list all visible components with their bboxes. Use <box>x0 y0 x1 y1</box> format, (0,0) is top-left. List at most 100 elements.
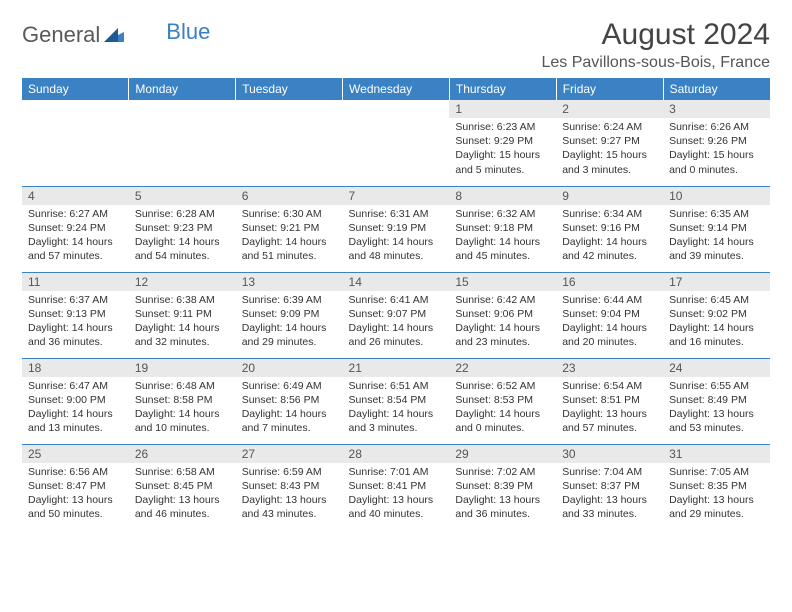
calendar-cell: 25Sunrise: 6:56 AMSunset: 8:47 PMDayligh… <box>22 444 129 530</box>
day-details: Sunrise: 7:01 AMSunset: 8:41 PMDaylight:… <box>343 463 450 526</box>
month-title: August 2024 <box>541 18 770 52</box>
day-number: 18 <box>22 359 129 377</box>
brand-part1: General <box>22 22 100 48</box>
day-number: 20 <box>236 359 343 377</box>
weekday-friday: Friday <box>556 78 663 100</box>
calendar-cell <box>22 100 129 186</box>
day-number: 6 <box>236 187 343 205</box>
day-details: Sunrise: 6:42 AMSunset: 9:06 PMDaylight:… <box>449 291 556 354</box>
day-number: 16 <box>556 273 663 291</box>
calendar-cell: 26Sunrise: 6:58 AMSunset: 8:45 PMDayligh… <box>129 444 236 530</box>
calendar-week: 4Sunrise: 6:27 AMSunset: 9:24 PMDaylight… <box>22 186 770 272</box>
calendar-cell: 31Sunrise: 7:05 AMSunset: 8:35 PMDayligh… <box>663 444 770 530</box>
day-number: 5 <box>129 187 236 205</box>
day-details: Sunrise: 6:39 AMSunset: 9:09 PMDaylight:… <box>236 291 343 354</box>
day-details: Sunrise: 6:32 AMSunset: 9:18 PMDaylight:… <box>449 205 556 268</box>
day-number: 19 <box>129 359 236 377</box>
day-number: 29 <box>449 445 556 463</box>
calendar-cell: 21Sunrise: 6:51 AMSunset: 8:54 PMDayligh… <box>343 358 450 444</box>
day-number: 2 <box>556 100 663 118</box>
calendar-cell: 13Sunrise: 6:39 AMSunset: 9:09 PMDayligh… <box>236 272 343 358</box>
day-number: 11 <box>22 273 129 291</box>
title-block: August 2024 Les Pavillons-sous-Bois, Fra… <box>541 18 770 72</box>
calendar-cell: 9Sunrise: 6:34 AMSunset: 9:16 PMDaylight… <box>556 186 663 272</box>
day-details: Sunrise: 6:51 AMSunset: 8:54 PMDaylight:… <box>343 377 450 440</box>
weekday-monday: Monday <box>129 78 236 100</box>
day-number: 14 <box>343 273 450 291</box>
calendar-cell: 20Sunrise: 6:49 AMSunset: 8:56 PMDayligh… <box>236 358 343 444</box>
day-number: 22 <box>449 359 556 377</box>
day-details: Sunrise: 6:30 AMSunset: 9:21 PMDaylight:… <box>236 205 343 268</box>
calendar-cell: 2Sunrise: 6:24 AMSunset: 9:27 PMDaylight… <box>556 100 663 186</box>
calendar-cell: 12Sunrise: 6:38 AMSunset: 9:11 PMDayligh… <box>129 272 236 358</box>
day-details: Sunrise: 7:04 AMSunset: 8:37 PMDaylight:… <box>556 463 663 526</box>
weekday-thursday: Thursday <box>449 78 556 100</box>
day-details: Sunrise: 6:31 AMSunset: 9:19 PMDaylight:… <box>343 205 450 268</box>
day-details: Sunrise: 6:24 AMSunset: 9:27 PMDaylight:… <box>556 118 663 181</box>
calendar-cell: 27Sunrise: 6:59 AMSunset: 8:43 PMDayligh… <box>236 444 343 530</box>
calendar-cell: 16Sunrise: 6:44 AMSunset: 9:04 PMDayligh… <box>556 272 663 358</box>
day-number: 3 <box>663 100 770 118</box>
calendar-cell: 1Sunrise: 6:23 AMSunset: 9:29 PMDaylight… <box>449 100 556 186</box>
day-details: Sunrise: 6:23 AMSunset: 9:29 PMDaylight:… <box>449 118 556 181</box>
brand-icon <box>104 22 124 48</box>
day-number: 17 <box>663 273 770 291</box>
calendar-cell: 23Sunrise: 6:54 AMSunset: 8:51 PMDayligh… <box>556 358 663 444</box>
calendar-week: 25Sunrise: 6:56 AMSunset: 8:47 PMDayligh… <box>22 444 770 530</box>
day-details: Sunrise: 6:48 AMSunset: 8:58 PMDaylight:… <box>129 377 236 440</box>
day-details: Sunrise: 6:58 AMSunset: 8:45 PMDaylight:… <box>129 463 236 526</box>
weekday-sunday: Sunday <box>22 78 129 100</box>
calendar-cell: 17Sunrise: 6:45 AMSunset: 9:02 PMDayligh… <box>663 272 770 358</box>
brand-part2: Blue <box>166 19 210 45</box>
day-details: Sunrise: 6:26 AMSunset: 9:26 PMDaylight:… <box>663 118 770 181</box>
day-number: 15 <box>449 273 556 291</box>
calendar-week: 18Sunrise: 6:47 AMSunset: 9:00 PMDayligh… <box>22 358 770 444</box>
calendar-cell: 3Sunrise: 6:26 AMSunset: 9:26 PMDaylight… <box>663 100 770 186</box>
calendar-cell: 7Sunrise: 6:31 AMSunset: 9:19 PMDaylight… <box>343 186 450 272</box>
calendar-cell <box>343 100 450 186</box>
day-details: Sunrise: 6:45 AMSunset: 9:02 PMDaylight:… <box>663 291 770 354</box>
day-details: Sunrise: 6:27 AMSunset: 9:24 PMDaylight:… <box>22 205 129 268</box>
brand-logo: General Blue <box>22 18 210 48</box>
day-details: Sunrise: 7:02 AMSunset: 8:39 PMDaylight:… <box>449 463 556 526</box>
day-number: 31 <box>663 445 770 463</box>
day-number: 23 <box>556 359 663 377</box>
calendar-cell: 4Sunrise: 6:27 AMSunset: 9:24 PMDaylight… <box>22 186 129 272</box>
calendar-cell: 19Sunrise: 6:48 AMSunset: 8:58 PMDayligh… <box>129 358 236 444</box>
day-details: Sunrise: 6:47 AMSunset: 9:00 PMDaylight:… <box>22 377 129 440</box>
calendar-cell: 29Sunrise: 7:02 AMSunset: 8:39 PMDayligh… <box>449 444 556 530</box>
day-number: 12 <box>129 273 236 291</box>
day-number: 8 <box>449 187 556 205</box>
weekday-saturday: Saturday <box>663 78 770 100</box>
day-number: 25 <box>22 445 129 463</box>
day-number: 30 <box>556 445 663 463</box>
day-number: 24 <box>663 359 770 377</box>
calendar-cell: 15Sunrise: 6:42 AMSunset: 9:06 PMDayligh… <box>449 272 556 358</box>
location-label: Les Pavillons-sous-Bois, France <box>541 54 770 72</box>
day-number: 13 <box>236 273 343 291</box>
calendar-cell: 11Sunrise: 6:37 AMSunset: 9:13 PMDayligh… <box>22 272 129 358</box>
day-details: Sunrise: 6:44 AMSunset: 9:04 PMDaylight:… <box>556 291 663 354</box>
calendar-cell: 8Sunrise: 6:32 AMSunset: 9:18 PMDaylight… <box>449 186 556 272</box>
day-number: 21 <box>343 359 450 377</box>
day-details: Sunrise: 6:49 AMSunset: 8:56 PMDaylight:… <box>236 377 343 440</box>
calendar-week: 1Sunrise: 6:23 AMSunset: 9:29 PMDaylight… <box>22 100 770 186</box>
day-details: Sunrise: 6:35 AMSunset: 9:14 PMDaylight:… <box>663 205 770 268</box>
day-details: Sunrise: 6:28 AMSunset: 9:23 PMDaylight:… <box>129 205 236 268</box>
calendar-body: 1Sunrise: 6:23 AMSunset: 9:29 PMDaylight… <box>22 100 770 530</box>
page-header: General Blue August 2024 Les Pavillons-s… <box>22 18 770 72</box>
calendar-cell: 24Sunrise: 6:55 AMSunset: 8:49 PMDayligh… <box>663 358 770 444</box>
day-number: 9 <box>556 187 663 205</box>
calendar-table: SundayMondayTuesdayWednesdayThursdayFrid… <box>22 78 770 530</box>
calendar-cell: 18Sunrise: 6:47 AMSunset: 9:00 PMDayligh… <box>22 358 129 444</box>
day-number: 7 <box>343 187 450 205</box>
day-number: 1 <box>449 100 556 118</box>
weekday-tuesday: Tuesday <box>236 78 343 100</box>
day-number: 27 <box>236 445 343 463</box>
calendar-week: 11Sunrise: 6:37 AMSunset: 9:13 PMDayligh… <box>22 272 770 358</box>
day-number: 26 <box>129 445 236 463</box>
day-details: Sunrise: 6:55 AMSunset: 8:49 PMDaylight:… <box>663 377 770 440</box>
day-details: Sunrise: 7:05 AMSunset: 8:35 PMDaylight:… <box>663 463 770 526</box>
day-details: Sunrise: 6:37 AMSunset: 9:13 PMDaylight:… <box>22 291 129 354</box>
calendar-cell: 22Sunrise: 6:52 AMSunset: 8:53 PMDayligh… <box>449 358 556 444</box>
